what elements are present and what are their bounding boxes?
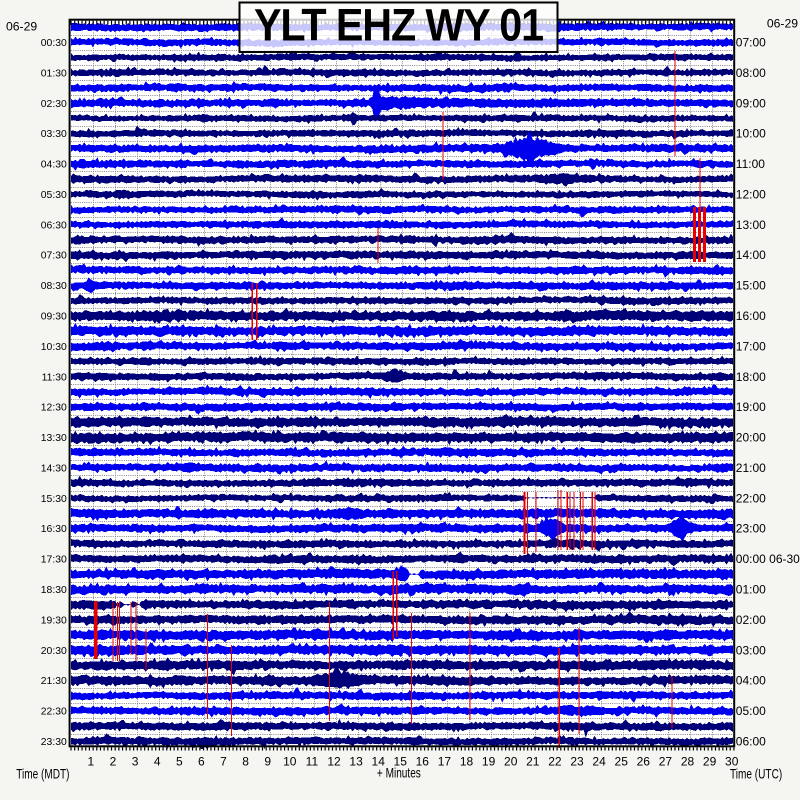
svg-text:4: 4 (154, 755, 161, 769)
svg-text:3: 3 (132, 755, 139, 769)
svg-text:29: 29 (703, 755, 717, 769)
svg-text:17:00: 17:00 (736, 339, 766, 353)
svg-text:22:30: 22:30 (41, 707, 67, 718)
svg-text:03:00: 03:00 (736, 643, 766, 657)
svg-text:15:30: 15:30 (41, 494, 67, 505)
svg-text:18: 18 (460, 755, 474, 769)
svg-text:02:00: 02:00 (736, 613, 766, 627)
svg-text:10:00: 10:00 (736, 127, 766, 141)
svg-text:15:00: 15:00 (736, 279, 766, 293)
svg-text:16:00: 16:00 (736, 309, 766, 323)
svg-text:04:00: 04:00 (736, 674, 766, 688)
svg-text:11:00: 11:00 (736, 157, 765, 171)
svg-text:14: 14 (372, 755, 386, 769)
svg-text:23:00: 23:00 (736, 522, 766, 536)
svg-text:22:00: 22:00 (736, 491, 766, 505)
svg-text:13: 13 (349, 755, 363, 769)
svg-text:6: 6 (198, 755, 205, 769)
svg-text:1: 1 (88, 755, 95, 769)
svg-text:06-29: 06-29 (6, 20, 37, 34)
svg-text:04:30: 04:30 (41, 160, 67, 171)
svg-text:09:30: 09:30 (41, 312, 67, 323)
svg-text:19:00: 19:00 (736, 400, 766, 414)
svg-text:05:30: 05:30 (41, 190, 67, 201)
svg-text:13:30: 13:30 (41, 433, 67, 444)
svg-text:21:30: 21:30 (41, 676, 67, 687)
svg-text:18:30: 18:30 (41, 585, 67, 596)
svg-text:16: 16 (416, 755, 430, 769)
svg-text:30: 30 (725, 755, 739, 769)
svg-text:07:00: 07:00 (736, 36, 766, 50)
svg-text:09:00: 09:00 (736, 96, 766, 110)
svg-text:23:30: 23:30 (41, 737, 67, 748)
svg-text:15: 15 (394, 755, 408, 769)
svg-text:08:00: 08:00 (736, 66, 766, 80)
svg-text:06-29: 06-29 (767, 17, 798, 31)
svg-text:21:00: 21:00 (736, 461, 766, 475)
svg-text:23: 23 (570, 755, 584, 769)
svg-text:00:30: 00:30 (41, 38, 67, 49)
svg-text:08:30: 08:30 (41, 281, 67, 292)
svg-text:21: 21 (526, 755, 540, 769)
svg-text:26: 26 (637, 755, 651, 769)
svg-text:12:30: 12:30 (41, 403, 67, 414)
svg-text:06:00: 06:00 (736, 735, 766, 749)
svg-text:17:30: 17:30 (41, 555, 67, 566)
svg-text:17: 17 (438, 755, 452, 769)
svg-text:27: 27 (659, 755, 673, 769)
svg-text:14:00: 14:00 (736, 248, 766, 262)
svg-text:05:00: 05:00 (736, 704, 766, 718)
svg-text:Time (UTC): Time (UTC) (730, 766, 782, 782)
svg-text:10: 10 (283, 755, 297, 769)
svg-text:2: 2 (110, 755, 117, 769)
svg-text:8: 8 (242, 755, 249, 769)
svg-text:18:00: 18:00 (736, 370, 766, 384)
svg-text:11:30: 11:30 (42, 372, 67, 383)
svg-text:14:30: 14:30 (41, 464, 67, 475)
svg-text:+ Minutes: + Minutes (377, 765, 421, 781)
svg-text:20:00: 20:00 (736, 431, 766, 445)
svg-text:Time (MDT): Time (MDT) (16, 766, 69, 782)
svg-text:19: 19 (482, 755, 496, 769)
svg-text:28: 28 (681, 755, 695, 769)
svg-text:9: 9 (264, 755, 271, 769)
svg-text:7: 7 (220, 755, 227, 769)
svg-text:20:30: 20:30 (41, 646, 67, 657)
svg-text:11: 11 (306, 755, 319, 769)
svg-text:12:00: 12:00 (736, 187, 766, 201)
svg-text:19:30: 19:30 (41, 615, 67, 626)
svg-text:01:30: 01:30 (41, 68, 67, 79)
svg-text:20: 20 (504, 755, 518, 769)
svg-text:YLT EHZ WY 01: YLT EHZ WY 01 (254, 1, 543, 51)
svg-text:24: 24 (592, 755, 606, 769)
svg-text:02:30: 02:30 (41, 99, 67, 110)
svg-text:01:00: 01:00 (736, 583, 766, 597)
svg-text:16:30: 16:30 (41, 524, 67, 535)
svg-text:25: 25 (615, 755, 629, 769)
svg-text:06:30: 06:30 (41, 220, 67, 231)
svg-text:13:00: 13:00 (736, 218, 766, 232)
svg-text:03:30: 03:30 (41, 129, 67, 140)
svg-text:22: 22 (548, 755, 562, 769)
svg-text:5: 5 (176, 755, 183, 769)
svg-text:07:30: 07:30 (41, 251, 67, 262)
svg-text:10:30: 10:30 (41, 342, 67, 353)
svg-text:00:00 06-30: 00:00 06-30 (736, 552, 800, 566)
svg-text:12: 12 (327, 755, 341, 769)
